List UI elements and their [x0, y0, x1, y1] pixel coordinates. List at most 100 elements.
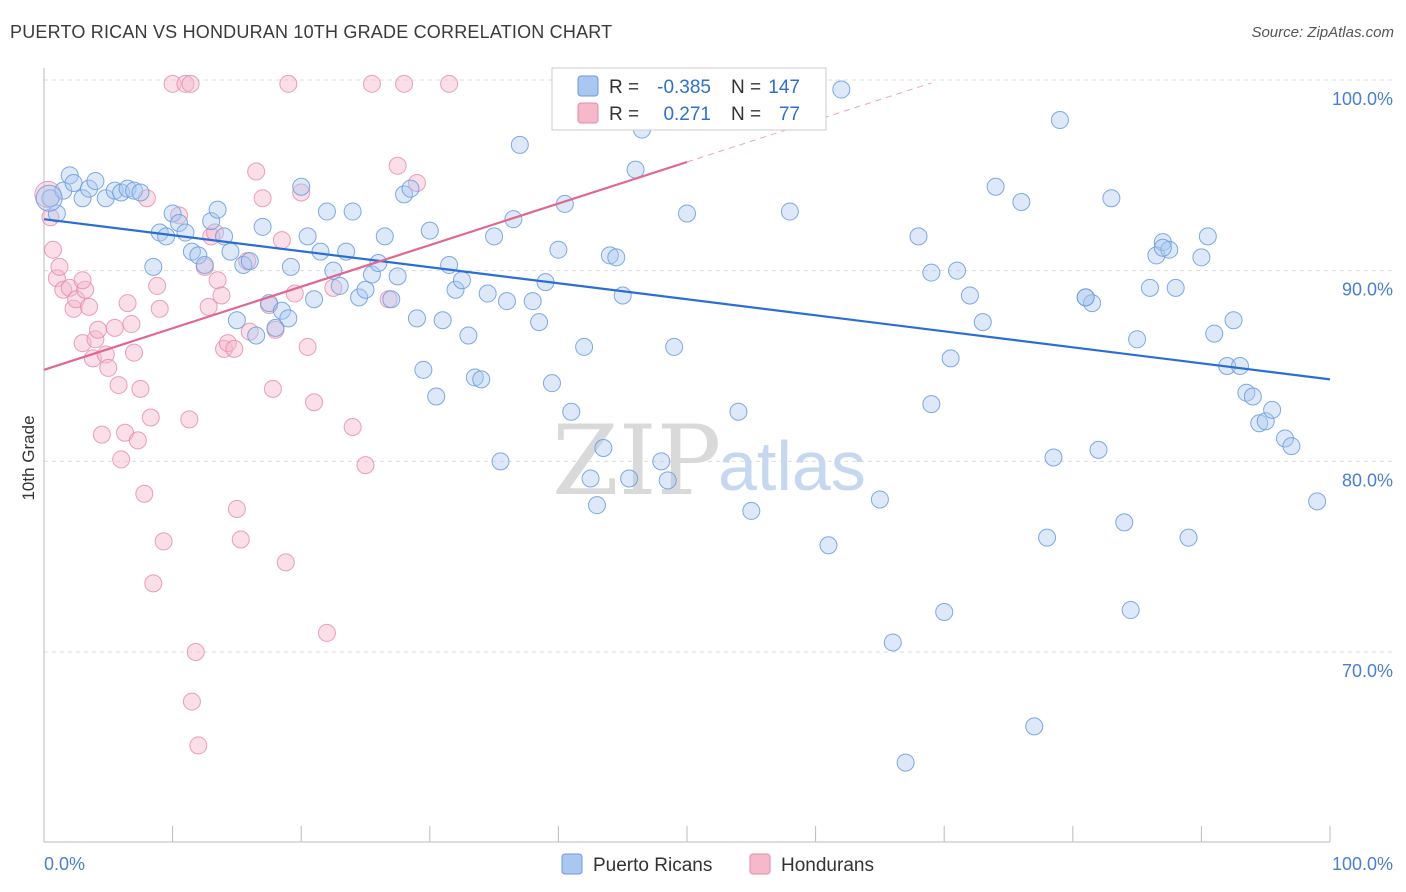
puerto-rican-point — [1044, 448, 1063, 467]
puerto-rican-point — [922, 395, 941, 414]
puerto-rican-point — [1038, 528, 1057, 547]
puerto-rican-point — [832, 80, 851, 99]
puerto-rican-point — [1166, 278, 1185, 297]
puerto-rican-point — [1230, 357, 1249, 375]
honduran-point — [99, 358, 118, 377]
puerto-ricans-points — [35, 71, 1327, 772]
puerto-rican-point — [356, 280, 375, 299]
puerto-rican-point — [1076, 288, 1095, 307]
puerto-rican-point — [279, 309, 298, 328]
honduran-point — [317, 623, 336, 642]
puerto-rican-point — [292, 177, 311, 196]
puerto-rican-point — [542, 374, 561, 393]
honduran-point — [276, 553, 295, 572]
puerto-rican-point — [369, 254, 388, 273]
puerto-rican-point — [497, 292, 516, 311]
honduran-point — [109, 376, 128, 395]
puerto-rican-point — [388, 267, 407, 286]
legend-swatch-pink — [577, 102, 599, 124]
y-tick-labels: 70.0% 80.0% 90.0% 100.0% — [1332, 89, 1393, 681]
honduran-point — [343, 418, 362, 437]
puerto-rican-point — [1115, 513, 1134, 532]
puerto-rican-point — [240, 252, 259, 271]
puerto-rican-point — [208, 200, 227, 219]
honduran-point — [105, 318, 124, 337]
honduran-point — [298, 337, 317, 356]
puerto-rican-point — [247, 326, 266, 345]
puerto-rican-point — [1282, 437, 1301, 456]
hondurans-trend-line — [43, 160, 688, 371]
puerto-rican-point — [54, 181, 73, 200]
puerto-rican-point — [272, 301, 291, 320]
puerto-rican-point — [227, 311, 246, 330]
honduran-point — [47, 269, 66, 288]
puerto-rican-point — [819, 536, 838, 555]
puerto-rican-point — [330, 276, 349, 295]
y-tick-label: 70.0% — [1342, 661, 1393, 681]
puerto-rican-point — [311, 242, 330, 261]
honduran-point — [141, 408, 160, 427]
honduran-point — [112, 450, 131, 469]
honduran-point — [92, 425, 111, 444]
puerto-rican-point — [446, 280, 465, 299]
puerto-rican-point — [1224, 311, 1243, 330]
puerto-rican-point — [317, 202, 336, 221]
honduran-point — [135, 484, 154, 503]
puerto-rican-point — [896, 753, 915, 772]
puerto-rican-point — [195, 255, 214, 274]
legend-r-label-2: R = — [609, 104, 639, 125]
puerto-rican-point — [510, 135, 529, 154]
honduran-point — [388, 156, 407, 175]
honduran-point — [247, 162, 266, 181]
puerto-rican-point — [587, 496, 606, 515]
honduran-point — [50, 257, 69, 276]
puerto-rican-point — [362, 265, 381, 284]
puerto-rican-point — [35, 184, 63, 212]
hondurans-trend-extension — [686, 82, 932, 163]
series-legend: Puerto Ricans Hondurans — [561, 853, 874, 876]
puerto-rican-point — [562, 402, 581, 421]
honduran-point — [186, 643, 205, 661]
honduran-point — [80, 297, 99, 316]
legend-r-value-2: 0.271 — [663, 104, 711, 125]
legend-r-label-1: R = — [609, 77, 639, 98]
honduran-point — [440, 74, 459, 93]
puerto-rican-point — [1275, 429, 1294, 448]
honduran-point — [148, 276, 167, 295]
bottom-swatch-blue — [561, 853, 583, 875]
puerto-rican-point — [343, 202, 362, 221]
puerto-rican-point — [960, 286, 979, 305]
puerto-rican-point — [202, 212, 221, 231]
puerto-rican-point — [600, 246, 619, 265]
x-tick-labels: 0.0% 100.0% — [44, 854, 1393, 874]
honduran-point — [182, 692, 201, 711]
puerto-rican-point — [401, 179, 420, 198]
puerto-rican-point — [427, 387, 446, 406]
honduran-point — [227, 500, 246, 518]
puerto-rican-point — [305, 290, 324, 309]
puerto-rican-point — [594, 438, 613, 457]
x-tick-label: 0.0% — [44, 854, 85, 874]
puerto-rican-point — [922, 263, 941, 282]
puerto-rican-point — [163, 204, 182, 223]
honduran-point — [212, 286, 231, 305]
puerto-rican-point — [407, 309, 426, 328]
puerto-rican-point — [1089, 440, 1108, 459]
watermark: ZIP atlas — [552, 405, 866, 517]
puerto-rican-point — [266, 318, 285, 337]
legend-swatch-blue — [577, 75, 599, 97]
puerto-rican-point — [1102, 189, 1121, 208]
puerto-rican-point — [491, 452, 510, 471]
puerto-rican-point — [780, 202, 799, 221]
grid-lines — [44, 79, 1392, 653]
honduran-point — [231, 530, 250, 549]
puerto-rican-point — [1050, 111, 1069, 130]
puerto-rican-point — [131, 183, 150, 202]
honduran-point — [154, 532, 173, 551]
honduran-point — [356, 456, 375, 475]
puerto-rican-point — [909, 227, 928, 246]
honduran-point — [395, 74, 414, 93]
x-tick-label: 100.0% — [1332, 854, 1393, 874]
honduran-point — [189, 736, 208, 755]
